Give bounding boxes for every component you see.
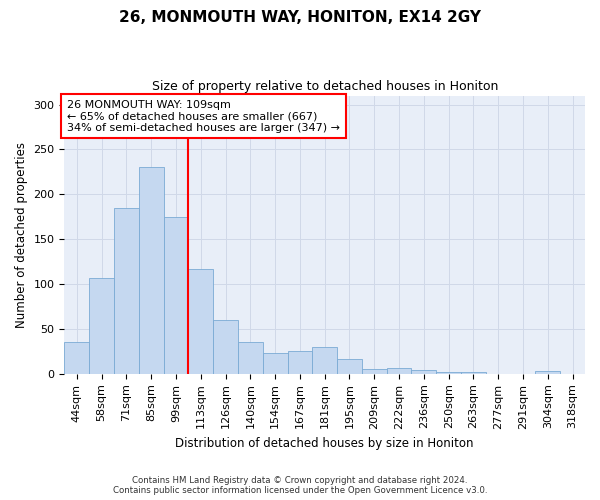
Bar [313, 347, 337, 374]
Text: 26, MONMOUTH WAY, HONITON, EX14 2GY: 26, MONMOUTH WAY, HONITON, EX14 2GY [119, 10, 481, 25]
Bar [535, 371, 560, 374]
Bar [89, 278, 114, 374]
Bar [362, 370, 386, 374]
Bar [263, 353, 287, 374]
X-axis label: Distribution of detached houses by size in Honiton: Distribution of detached houses by size … [175, 437, 474, 450]
Bar [114, 208, 139, 374]
Text: Contains HM Land Registry data © Crown copyright and database right 2024.
Contai: Contains HM Land Registry data © Crown c… [113, 476, 487, 495]
Bar [337, 358, 362, 374]
Y-axis label: Number of detached properties: Number of detached properties [15, 142, 28, 328]
Bar [164, 216, 188, 374]
Bar [436, 372, 461, 374]
Bar [386, 368, 412, 374]
Text: 26 MONMOUTH WAY: 109sqm
← 65% of detached houses are smaller (667)
34% of semi-d: 26 MONMOUTH WAY: 109sqm ← 65% of detache… [67, 100, 340, 133]
Bar [238, 342, 263, 374]
Bar [188, 269, 213, 374]
Bar [287, 352, 313, 374]
Bar [461, 372, 486, 374]
Title: Size of property relative to detached houses in Honiton: Size of property relative to detached ho… [152, 80, 498, 93]
Bar [139, 168, 164, 374]
Bar [213, 320, 238, 374]
Bar [64, 342, 89, 374]
Bar [412, 370, 436, 374]
